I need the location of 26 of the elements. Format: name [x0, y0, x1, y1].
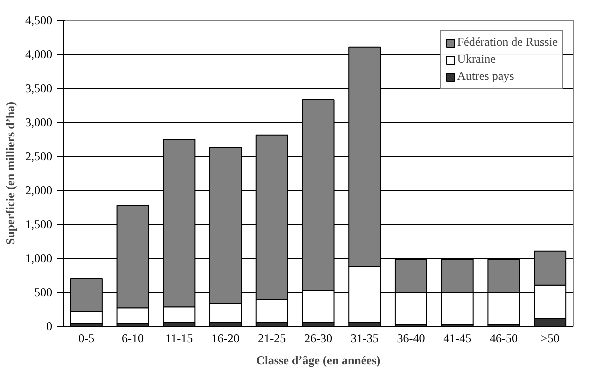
y-tick-label: 500 [34, 286, 52, 300]
x-tick-label: >50 [540, 332, 560, 346]
x-tick-label: 26-30 [304, 332, 332, 346]
y-tick-label: 4,000 [26, 48, 52, 62]
y-tick-label: 2,000 [26, 184, 52, 198]
x-tick-label: 6-10 [122, 332, 144, 346]
x-tick-label: 36-40 [397, 332, 426, 346]
y-tick-label: 1,000 [26, 252, 52, 266]
x-tick-label: 46-50 [490, 332, 518, 346]
legend-label: Fédération de Russie [457, 35, 558, 50]
x-axis-title: Classe d’âge (en années) [256, 354, 381, 368]
x-tick-label: 11-15 [166, 332, 194, 346]
x-tick-label: 0-5 [78, 332, 95, 346]
legend-label: Autres pays [457, 69, 514, 84]
y-axis-title: Superficie (en milliers d’ha) [4, 102, 18, 245]
y-tick-label: 1,500 [26, 218, 52, 232]
x-tick-label: 16-20 [212, 332, 240, 346]
legend-label: Ukraine [457, 52, 496, 67]
x-tick-label: 41-45 [444, 332, 472, 346]
x-tick-label: 31-35 [350, 332, 379, 346]
x-tick-label: 21-25 [258, 332, 286, 346]
y-tick-label: 2,500 [26, 150, 52, 164]
y-tick-label: 4,500 [26, 14, 52, 28]
y-tick-label: 3,500 [26, 82, 52, 96]
y-tick-label: 3,000 [26, 116, 52, 130]
y-tick-label: 0 [46, 320, 52, 334]
